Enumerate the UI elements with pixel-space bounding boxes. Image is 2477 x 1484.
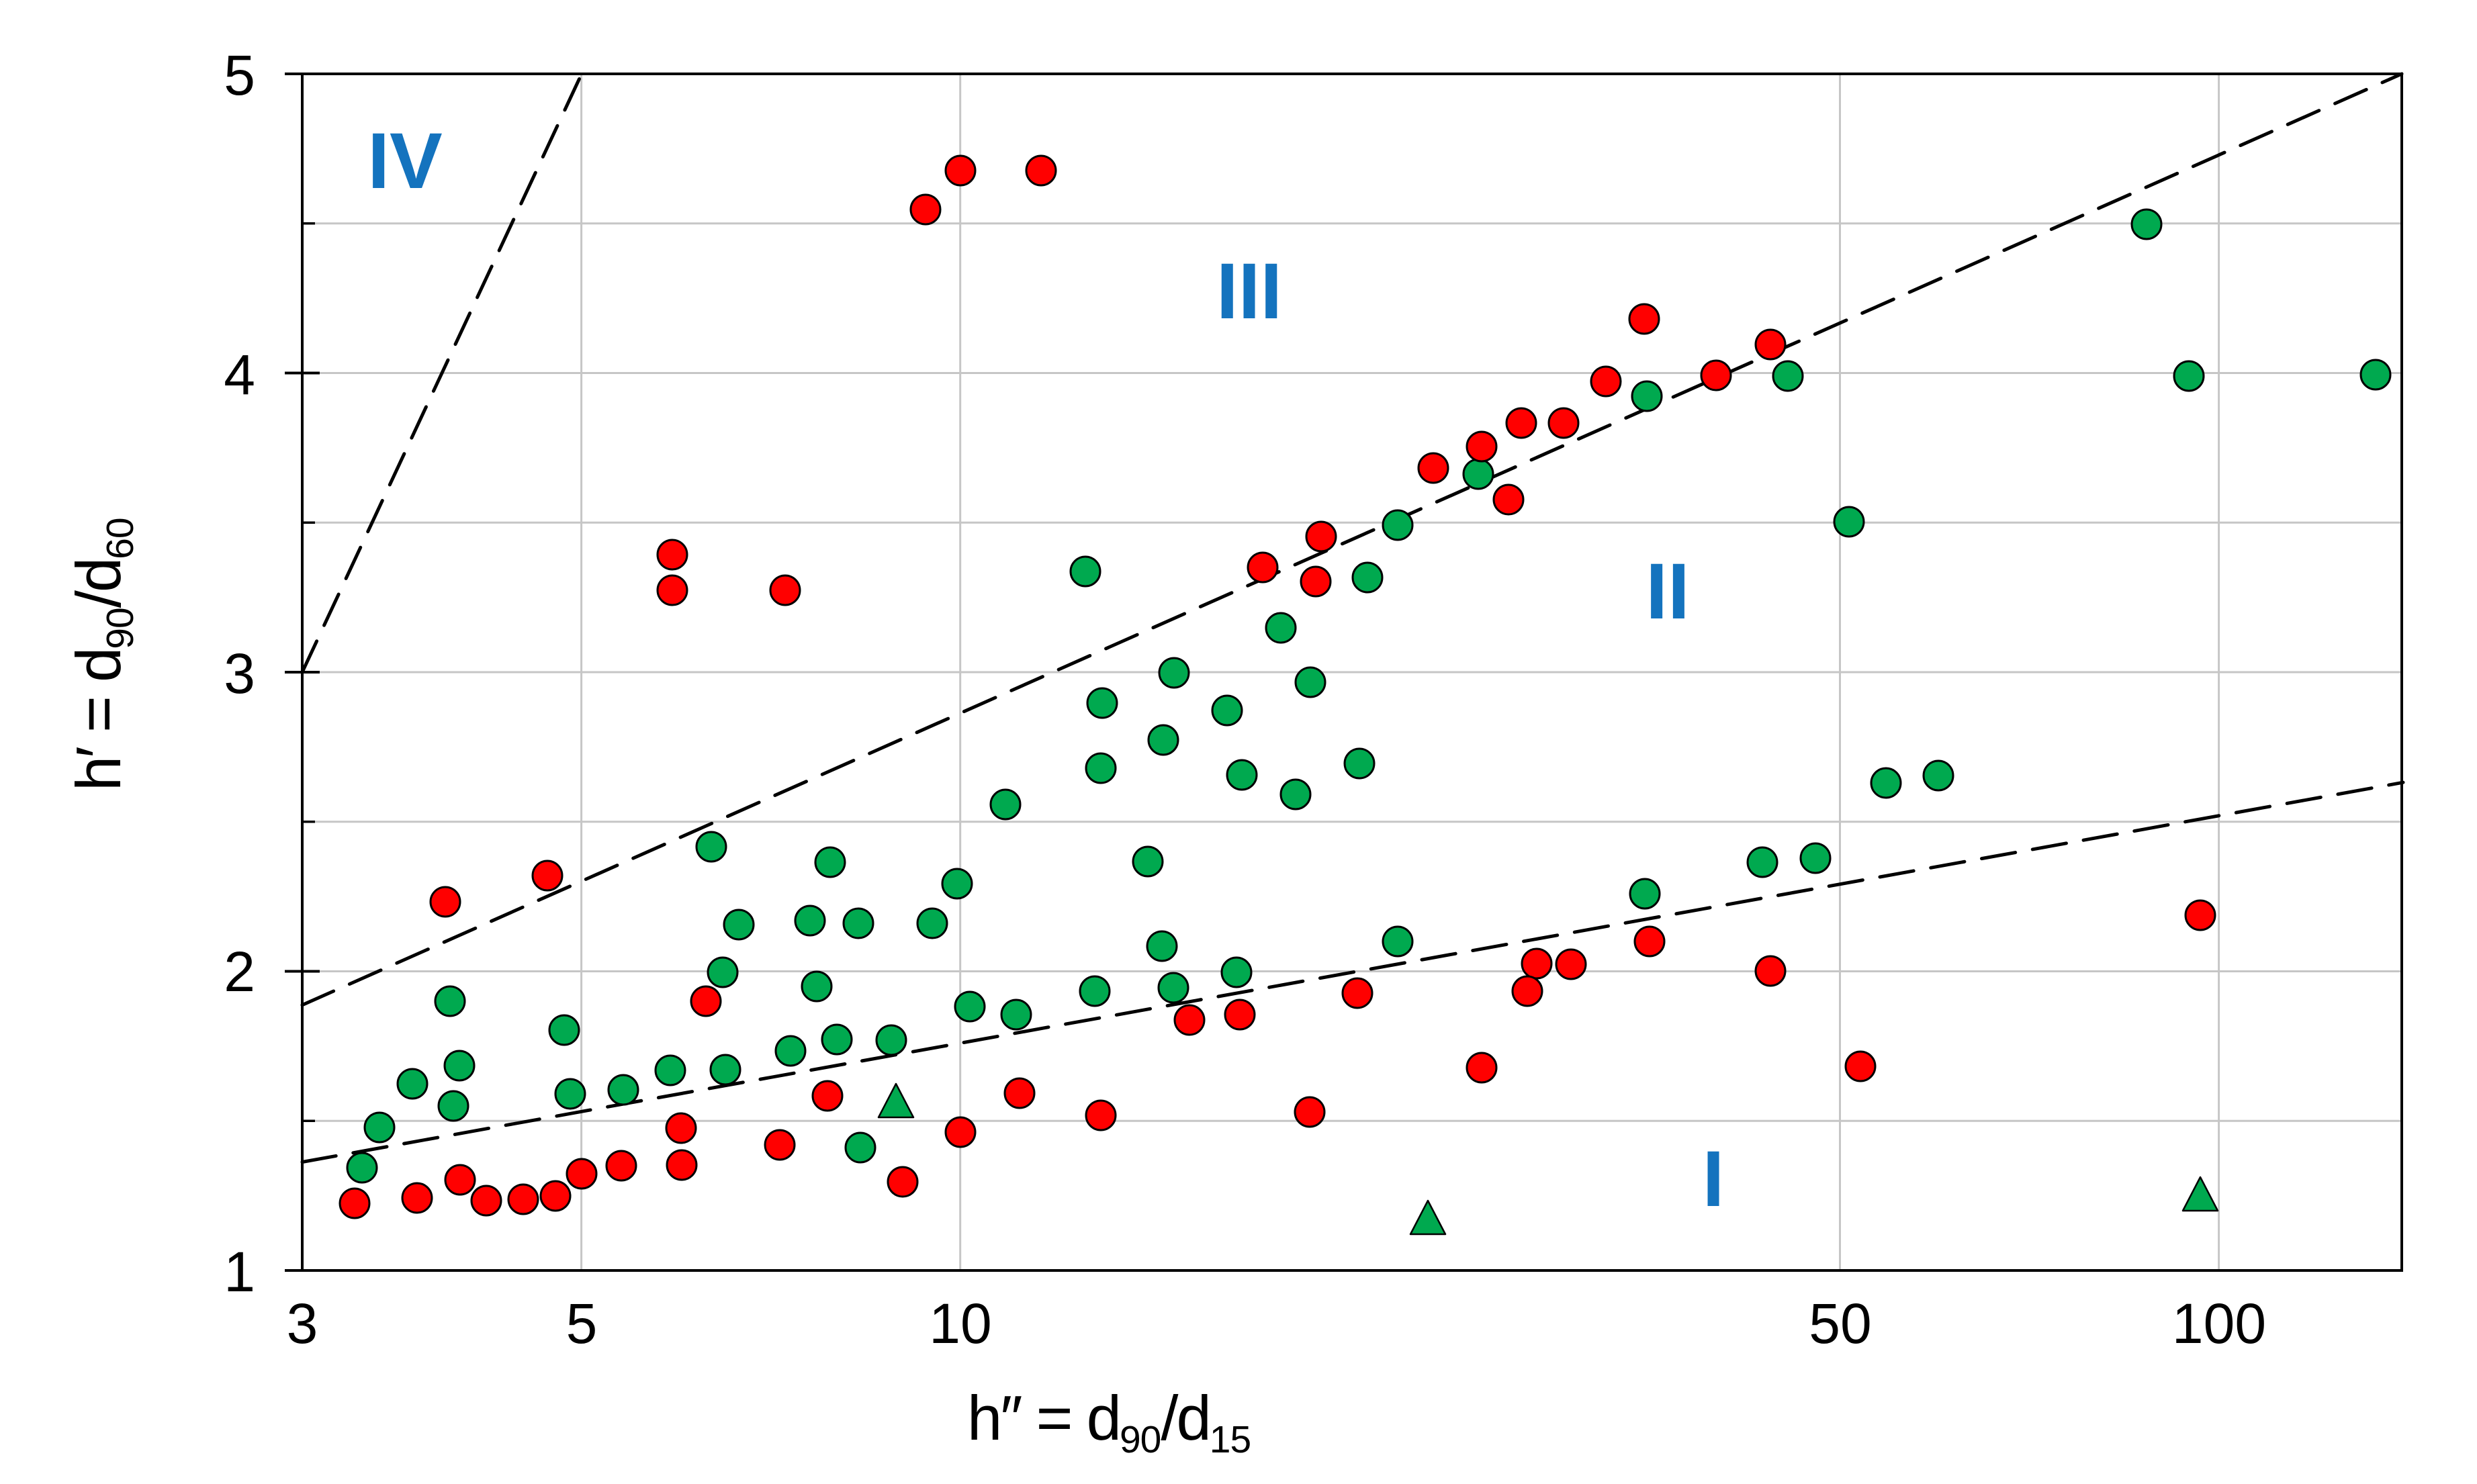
svg-text:h″ = d90/d15: h″ = d90/d15 bbox=[967, 1383, 1251, 1461]
svg-text:5: 5 bbox=[224, 44, 255, 107]
svg-text:IV: IV bbox=[367, 117, 443, 205]
svg-text:3: 3 bbox=[224, 642, 255, 705]
svg-text:4: 4 bbox=[224, 343, 255, 406]
svg-text:3: 3 bbox=[287, 1292, 318, 1355]
svg-text:I: I bbox=[1703, 1135, 1725, 1223]
svg-text:2: 2 bbox=[224, 940, 255, 1003]
svg-text:10: 10 bbox=[929, 1292, 991, 1355]
svg-text:100: 100 bbox=[2172, 1292, 2266, 1355]
svg-text:II: II bbox=[1646, 547, 1690, 636]
svg-text:50: 50 bbox=[1809, 1292, 1871, 1355]
svg-text:5: 5 bbox=[566, 1292, 598, 1355]
svg-text:h′ = d90/d60: h′ = d90/d60 bbox=[63, 518, 142, 791]
svg-text:1: 1 bbox=[224, 1240, 255, 1303]
svg-text:III: III bbox=[1216, 247, 1282, 336]
